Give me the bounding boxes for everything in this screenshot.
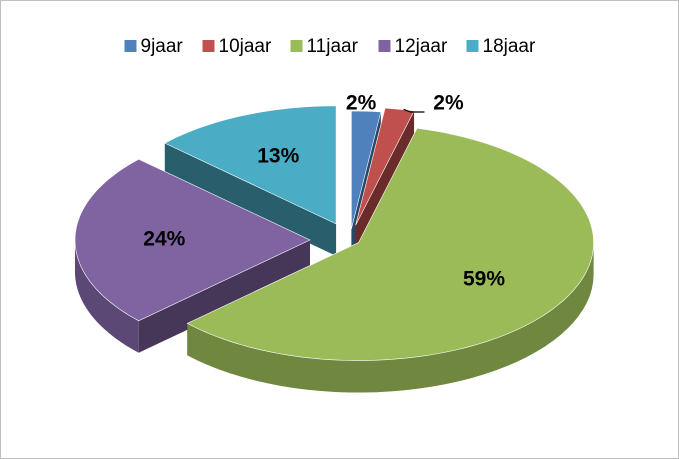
slice-top — [164, 105, 337, 225]
legend-label: 12jaar — [395, 36, 448, 57]
legend-label: 9jaar — [141, 36, 184, 57]
pie-slice — [164, 105, 337, 256]
legend: 9jaar 10jaar 11jaar 12jaar 18jaar — [124, 36, 536, 57]
data-label: 2% — [346, 92, 377, 115]
slice-top — [355, 107, 415, 226]
data-label: 13% — [257, 144, 299, 167]
slice-wall — [138, 240, 310, 353]
legend-swatch — [202, 40, 215, 52]
pie-slice — [186, 127, 594, 393]
legend-swatch — [124, 40, 137, 52]
legend-swatch — [378, 40, 391, 52]
pie-slice — [74, 158, 311, 353]
legend-swatch — [290, 40, 303, 52]
pie: 2% 2% 59% 24% 13% — [74, 92, 594, 393]
slice-top — [74, 158, 311, 322]
legend-swatch — [466, 40, 479, 52]
slice-side — [75, 240, 139, 353]
slice-side — [187, 242, 594, 393]
legend-label: 11jaar — [307, 36, 359, 57]
slice-top — [186, 127, 594, 361]
leader-line — [403, 108, 425, 113]
data-label: 2% — [433, 92, 464, 115]
data-label: 24% — [143, 228, 185, 251]
legend-label: 18jaar — [483, 36, 536, 57]
legend-label: 10jaar — [219, 36, 272, 57]
slice-top — [351, 110, 382, 230]
slice-wall — [164, 143, 337, 256]
data-label: 59% — [463, 267, 505, 290]
